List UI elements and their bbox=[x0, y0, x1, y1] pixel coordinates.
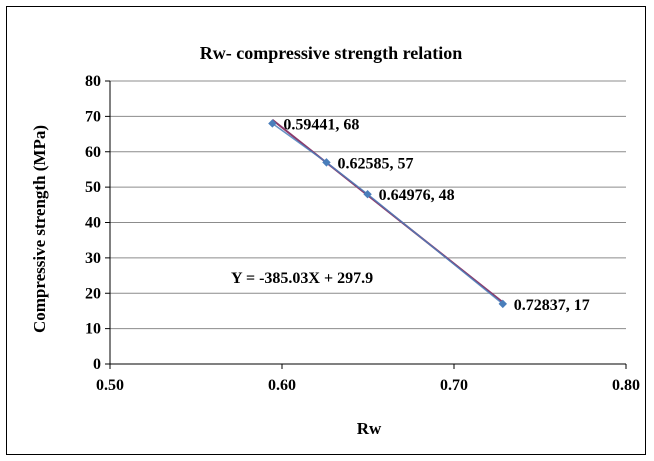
y-tick-label: 80 bbox=[85, 73, 101, 90]
y-tick-label: 70 bbox=[85, 108, 101, 125]
y-axis-label: Compressive strength (MPa) bbox=[30, 125, 49, 333]
data-point bbox=[322, 158, 331, 167]
data-label: 0.62585, 57 bbox=[337, 155, 413, 172]
data-point bbox=[363, 189, 372, 199]
data-label: 0.64976, 48 bbox=[379, 187, 455, 204]
data-labels: 0.59441, 68 0.62585, 57 0.64976, 48 0.72837… bbox=[283, 116, 589, 313]
x-tick-label: 0.60 bbox=[268, 377, 296, 394]
y-tick-label: 60 bbox=[85, 144, 101, 161]
y-tick-label: 20 bbox=[85, 285, 101, 302]
data-label: 0.72837, 17 bbox=[514, 297, 590, 314]
series-line bbox=[271, 122, 504, 305]
trendline-equation: Y = -385.03X + 297.9 bbox=[231, 270, 373, 287]
data-point bbox=[498, 299, 508, 309]
data-point bbox=[268, 119, 277, 128]
x-axis-label: Rw bbox=[357, 419, 382, 438]
tick-labels: 0 10 20 30 40 50 60 70 80 0.50 0.60 0.70 0.80 bbox=[85, 73, 640, 394]
x-tick-label: 0.70 bbox=[440, 377, 468, 394]
y-tick-label: 30 bbox=[85, 250, 101, 267]
x-tick-label: 0.80 bbox=[612, 377, 640, 394]
axes-layer bbox=[105, 80, 627, 369]
grid-layer bbox=[110, 80, 626, 330]
y-tick-label: 40 bbox=[85, 215, 101, 232]
chart-svg: Rw- compressive strength relation 0 10 20 3… bbox=[30, 43, 640, 438]
chart-frame: Rw- compressive strength relation 0 10 20 3… bbox=[6, 6, 646, 455]
y-tick-label: 50 bbox=[85, 179, 101, 196]
trendline-layer bbox=[271, 119, 504, 305]
data-points bbox=[268, 119, 508, 309]
data-label: 0.59441, 68 bbox=[283, 116, 359, 133]
y-tick-label: 10 bbox=[85, 321, 101, 338]
x-tick-label: 0.50 bbox=[96, 377, 124, 394]
chart-title: Rw- compressive strength relation bbox=[200, 43, 462, 63]
y-tick-label: 0 bbox=[93, 356, 101, 373]
